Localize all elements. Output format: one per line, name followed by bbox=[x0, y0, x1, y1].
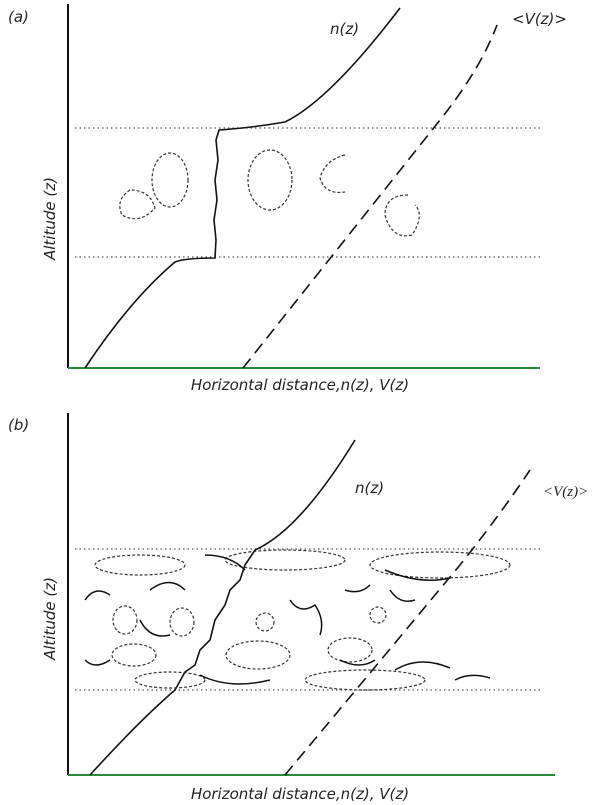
stroke bbox=[200, 675, 270, 684]
stroke bbox=[385, 195, 419, 236]
eddy bbox=[113, 606, 137, 634]
stroke bbox=[205, 555, 245, 570]
stroke bbox=[455, 675, 490, 680]
stroke bbox=[320, 155, 345, 192]
eddy bbox=[152, 153, 188, 207]
panel-label: (b) bbox=[8, 416, 29, 434]
eddy bbox=[256, 613, 274, 631]
n-label: n(z) bbox=[355, 479, 384, 497]
stroke bbox=[390, 590, 415, 601]
stroke bbox=[345, 585, 370, 592]
x-axis-label: Horizontal distance,n(z), V(z) bbox=[191, 785, 409, 803]
eddies bbox=[120, 150, 420, 236]
eddy bbox=[112, 644, 156, 666]
stroke bbox=[85, 591, 110, 600]
x-axis-label: Horizontal distance,n(z), V(z) bbox=[191, 376, 409, 394]
v-label: <V(z)> bbox=[543, 484, 588, 500]
eddy bbox=[248, 150, 292, 210]
stroke bbox=[385, 570, 450, 580]
y-axis-label: Altitude (z) bbox=[41, 577, 59, 661]
n-label: n(z) bbox=[330, 20, 359, 38]
eddy bbox=[135, 672, 205, 688]
eddies bbox=[95, 550, 510, 690]
stroke bbox=[150, 583, 185, 591]
panel-b: (b) n(z) <V(z)> Altitude (z) Horizontal … bbox=[8, 413, 588, 803]
eddy bbox=[370, 607, 386, 623]
stroke bbox=[85, 660, 110, 665]
stroke bbox=[140, 620, 170, 636]
eddy bbox=[370, 552, 510, 578]
eddy bbox=[328, 638, 372, 662]
v-curve bbox=[243, 25, 497, 368]
stroke bbox=[290, 600, 322, 635]
stroke bbox=[340, 660, 375, 665]
eddy bbox=[95, 555, 185, 575]
eddy bbox=[226, 641, 290, 669]
panel-label: (a) bbox=[8, 8, 29, 26]
stroke bbox=[120, 190, 155, 219]
n-curve bbox=[85, 8, 400, 368]
y-axis-label: Altitude (z) bbox=[41, 177, 59, 261]
v-label: <V(z)> bbox=[512, 10, 567, 28]
stroke bbox=[395, 662, 450, 670]
eddy bbox=[225, 550, 345, 570]
figure: (a) n(z) <V(z)> Altitude (z) Horizontal … bbox=[0, 0, 603, 805]
panel-a: (a) n(z) <V(z)> Altitude (z) Horizontal … bbox=[8, 4, 567, 394]
eddy bbox=[170, 608, 194, 636]
